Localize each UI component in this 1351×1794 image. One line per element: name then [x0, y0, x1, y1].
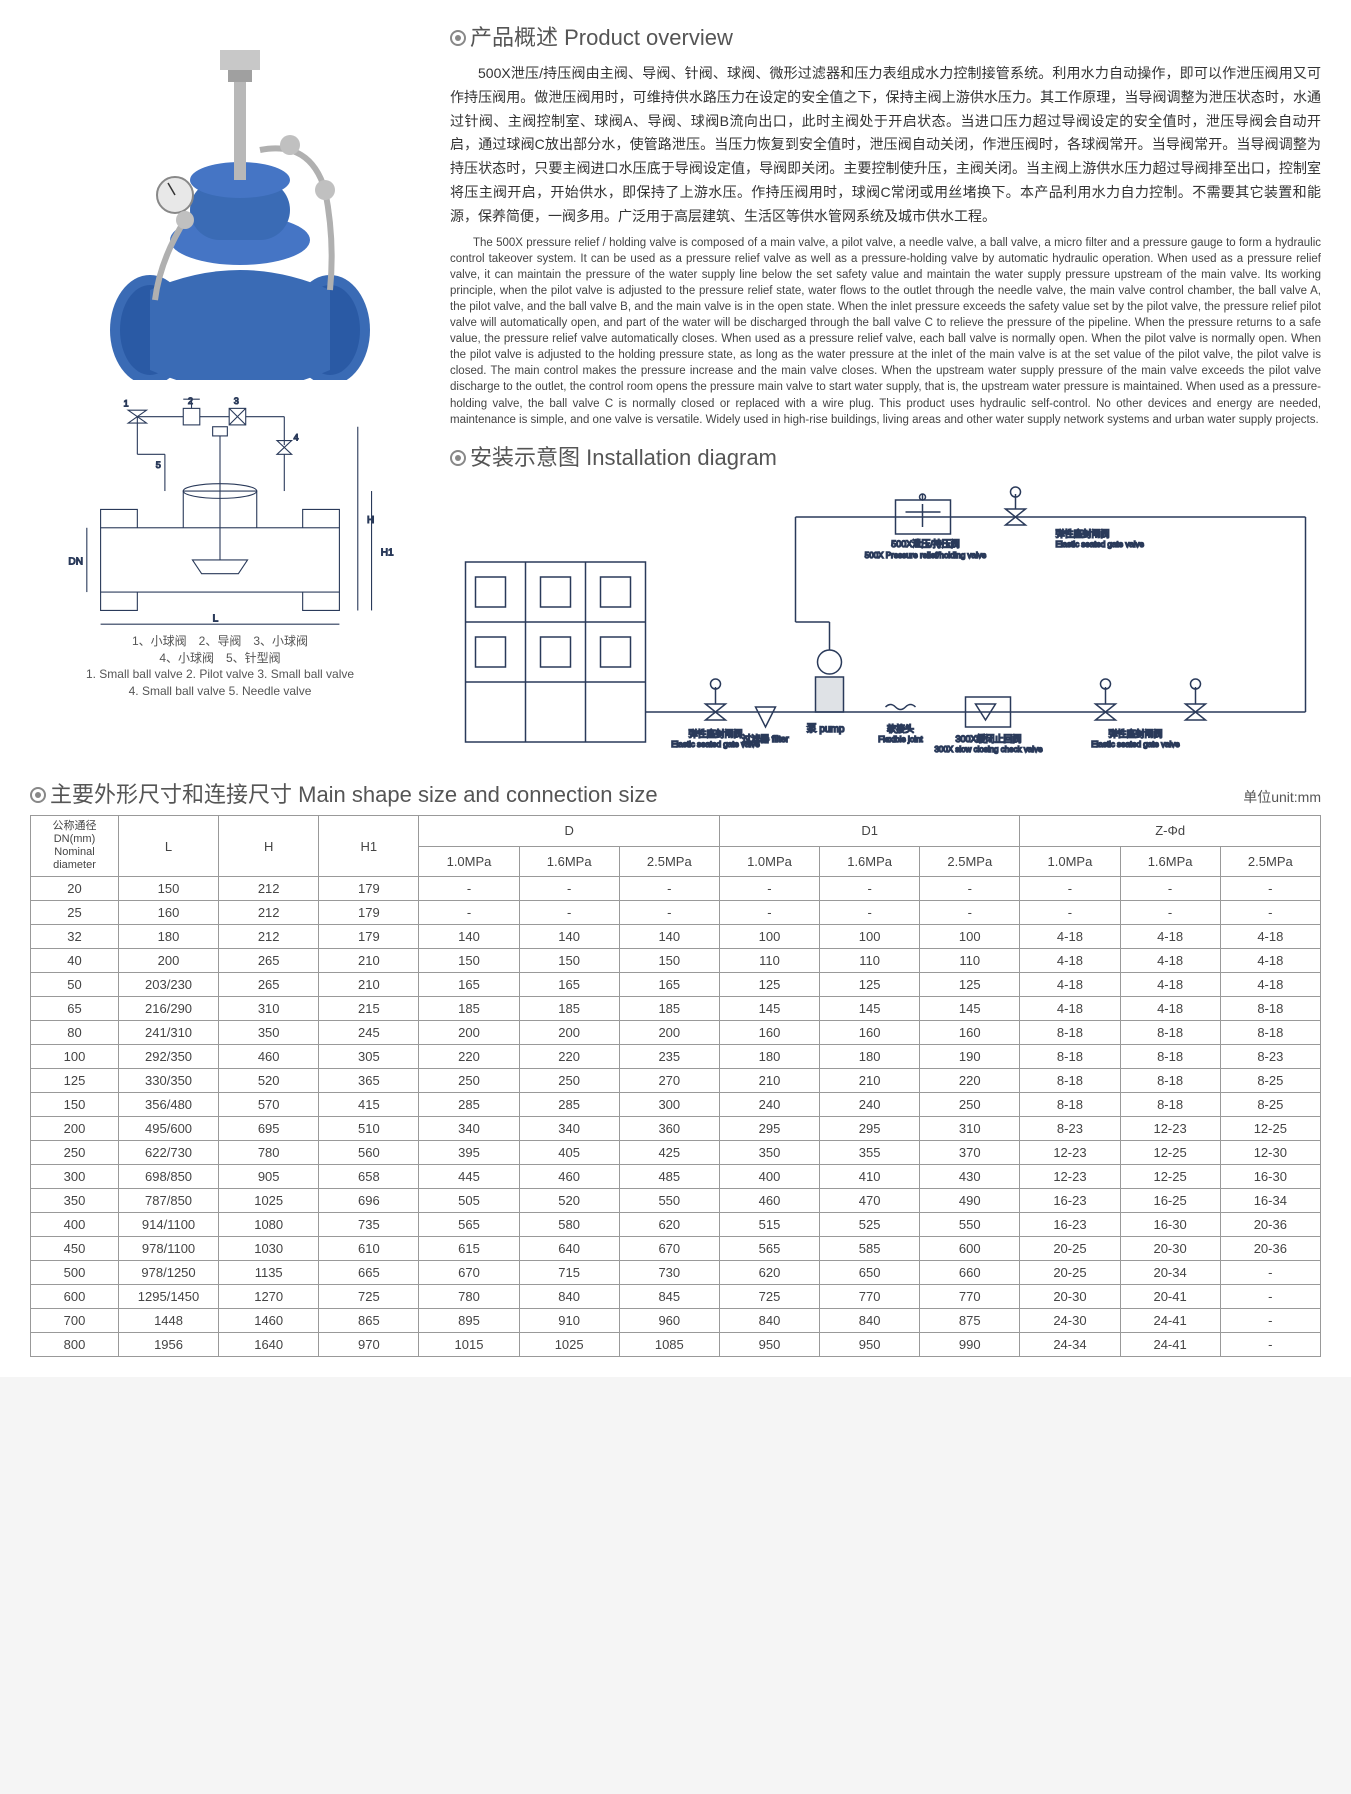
svg-text:过滤器 filter: 过滤器 filter [742, 733, 789, 744]
th-H: H [219, 815, 319, 877]
table-row: 6001295/1450127072578084084572577077020-… [31, 1285, 1321, 1309]
table-row: 100292/3504603052202202351801801908-188-… [31, 1045, 1321, 1069]
svg-text:5: 5 [156, 460, 161, 470]
svg-text:DN: DN [68, 557, 83, 568]
table-row: 200495/6006955103403403602952953108-2312… [31, 1117, 1321, 1141]
svg-text:弹性座封闸阀: 弹性座封闸阀 [1056, 528, 1110, 539]
svg-text:弹性座封闸阀: 弹性座封闸阀 [688, 728, 742, 739]
table-row: 65216/2903102151851851851451451454-184-1… [31, 997, 1321, 1021]
table-row: 150356/4805704152852853002402402508-188-… [31, 1093, 1321, 1117]
table-row: 125330/3505203652502502702102102208-188-… [31, 1069, 1321, 1093]
svg-text:300X缓闭止回阀: 300X缓闭止回阀 [955, 733, 1021, 744]
svg-text:软接头: 软接头 [887, 723, 914, 734]
overview-text-en: The 500X pressure relief / holding valve… [450, 235, 1321, 428]
th-D: D [419, 815, 719, 846]
th-H1: H1 [319, 815, 419, 877]
table-row: 20150212179--------- [31, 877, 1321, 901]
installation-diagram: 泵 pump 弹性座封闸阀 Elastic seated gate valve … [450, 482, 1321, 762]
th-D1: D1 [719, 815, 1019, 846]
th-Zphi: Z-Φd [1020, 815, 1321, 846]
svg-text:H1: H1 [381, 547, 394, 558]
th-L: L [118, 815, 218, 877]
svg-text:300X slow closing check valve: 300X slow closing check valve [934, 745, 1043, 754]
table-row: 80241/3103502452002002001601601608-188-1… [31, 1021, 1321, 1045]
svg-text:3: 3 [234, 396, 239, 406]
product-photo [30, 20, 410, 380]
diagram-caption-cn2: 4、小球阀 5、针型阀 [86, 650, 354, 667]
dimensions-table: 公称通径 DN(mm) Nominal diameter L H H1 D D1… [30, 815, 1321, 1358]
svg-text:1: 1 [124, 399, 129, 409]
svg-text:H: H [367, 515, 374, 526]
table-row: 400914/1100108073556558062051552555016-2… [31, 1213, 1321, 1237]
svg-text:500X泄压/持压阀: 500X泄压/持压阀 [891, 538, 960, 549]
diagram-caption-en2: 4. Small ball valve 5. Needle valve [86, 683, 354, 700]
diagram-caption-cn1: 1、小球阀 2、导阀 3、小球阀 [86, 633, 354, 650]
svg-text:2: 2 [188, 396, 193, 406]
table-row: 450978/1100103061061564067056558560020-2… [31, 1237, 1321, 1261]
diagram-caption-en1: 1. Small ball valve 2. Pilot valve 3. Sm… [86, 666, 354, 683]
table-row: 321802121791401401401001001004-184-184-1… [31, 925, 1321, 949]
table-row: 8001956164097010151025108595095099024-34… [31, 1333, 1321, 1357]
cross-section-diagram: L H H1 DN [30, 390, 410, 700]
svg-text:L: L [213, 613, 219, 624]
table-row: 7001448146086589591096084084087524-3024-… [31, 1309, 1321, 1333]
svg-text:500X Pressure relief/holding v: 500X Pressure relief/holding valve [865, 551, 987, 560]
svg-text:Elastic seated gate valve: Elastic seated gate valve [1056, 540, 1145, 549]
svg-text:Elastic seated gate valve: Elastic seated gate valve [1091, 740, 1180, 749]
th-dn: 公称通径 DN(mm) Nominal diameter [31, 815, 119, 877]
table-row: 250622/73078056039540542535035537012-231… [31, 1141, 1321, 1165]
svg-text:弹性座封闸阀: 弹性座封闸阀 [1108, 728, 1162, 739]
table-row: 300698/85090565844546048540041043012-231… [31, 1165, 1321, 1189]
unit-label: 单位unit:mm [1243, 787, 1321, 807]
svg-text:4: 4 [293, 433, 298, 443]
overview-title: 产品概述 Product overview [450, 20, 1321, 52]
table-row: 350787/850102569650552055046047049016-23… [31, 1189, 1321, 1213]
table-title: 主要外形尺寸和连接尺寸 Main shape size and connecti… [30, 777, 658, 809]
table-row: 50203/2302652101651651651251251254-184-1… [31, 973, 1321, 997]
table-row: 402002652101501501501101101104-184-184-1… [31, 949, 1321, 973]
table-row: 500978/1250113566567071573062065066020-2… [31, 1261, 1321, 1285]
svg-text:泵 pump: 泵 pump [807, 723, 845, 735]
overview-text-cn: 500X泄压/持压阀由主阀、导阀、针阀、球阀、微形过滤器和压力表组成水力控制接管… [450, 62, 1321, 229]
svg-text:Flexible joint: Flexible joint [878, 735, 923, 744]
table-row: 25160212179--------- [31, 901, 1321, 925]
install-title: 安装示意图 Installation diagram [450, 440, 1321, 472]
